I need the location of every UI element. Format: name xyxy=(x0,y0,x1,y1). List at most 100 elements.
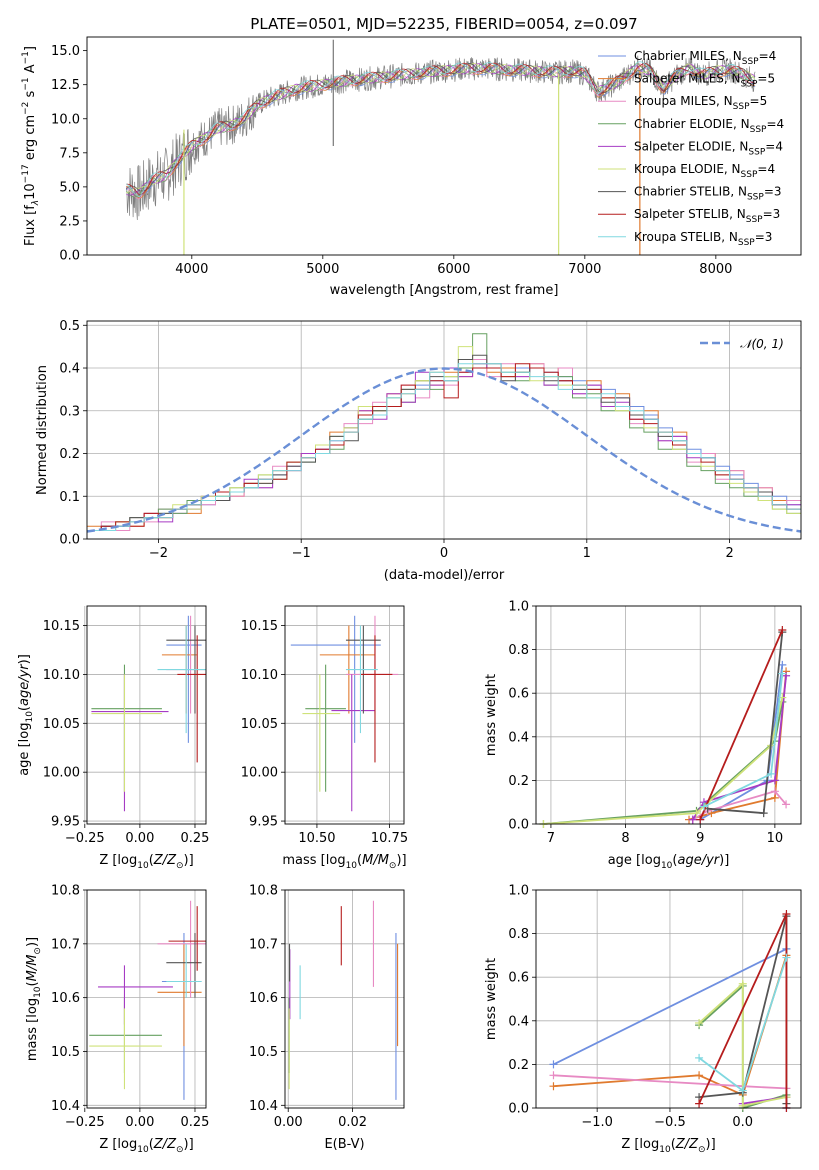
axes-frame xyxy=(86,320,802,540)
model-fit-line xyxy=(125,62,756,198)
x-tick-label: −0.25 xyxy=(65,831,105,846)
weight-point-marker xyxy=(549,1082,558,1091)
y-tick-label: 10.05 xyxy=(43,717,80,732)
model-fit-line xyxy=(126,62,756,196)
weight-point-marker xyxy=(738,1101,747,1110)
weight-point-marker xyxy=(699,802,708,811)
axes-frame xyxy=(535,605,802,825)
weight-point-marker xyxy=(738,1086,747,1095)
weight-point-marker xyxy=(782,671,791,680)
weight-point-marker xyxy=(695,1099,704,1108)
legend-label: Salpeter STELIB, NSSP=3 xyxy=(634,207,780,225)
y-tick-label: 10.00 xyxy=(43,766,80,781)
normal-distribution-curve xyxy=(86,367,802,533)
weight-point-marker xyxy=(767,769,776,778)
x-tick-label: 4000 xyxy=(175,262,208,277)
x-axis-label: Z [log10(Z/Z⊙)] xyxy=(621,1137,715,1155)
x-tick-label: 0 xyxy=(440,546,448,561)
weight-series-line xyxy=(543,701,784,825)
y-tick-label: 10.5 xyxy=(51,1045,80,1060)
x-tick-label: 7 xyxy=(547,831,555,846)
y-tick-label: 10.10 xyxy=(241,668,278,683)
x-tick-label: 10 xyxy=(767,831,784,846)
legend-label: Salpeter ELODIE, NSSP=4 xyxy=(634,139,783,157)
weight-point-marker xyxy=(696,815,705,824)
x-tick-label: 0.25 xyxy=(181,1115,210,1130)
weight-point-marker xyxy=(549,1071,558,1080)
x-tick-label: 2 xyxy=(725,546,733,561)
x-tick-label: 10.75 xyxy=(371,831,408,846)
figure-title: PLATE=0501, MJD=52235, FIBERID=0054, z=0… xyxy=(250,15,637,33)
x-tick-label: 0.00 xyxy=(125,1115,154,1130)
legend-label: Chabrier STELIB, NSSP=3 xyxy=(634,185,782,203)
y-tick-label: 12.5 xyxy=(51,78,80,93)
y-axis-label: mass weight xyxy=(484,958,499,1040)
mass-vs-extinction-panel: 0.00 0.02 10.4 10.5 10.6 10.7 10.8 E(B-V) xyxy=(249,884,405,1152)
x-axis-label: Z [log10(Z/Z⊙)] xyxy=(99,1137,193,1155)
y-tick-label: 0.3 xyxy=(59,404,80,419)
y-tick-label: 10.7 xyxy=(51,937,80,952)
x-tick-label: 5000 xyxy=(306,262,339,277)
y-axis-label: mass [log10(M/M⊙)] xyxy=(25,937,43,1061)
y-tick-label: 0.0 xyxy=(59,249,80,264)
y-tick-label: 10.8 xyxy=(51,884,80,899)
y-tick-label: 1.0 xyxy=(508,600,529,615)
x-axis-label: E(B-V) xyxy=(324,1137,364,1152)
y-tick-label: 0.6 xyxy=(508,687,529,702)
weight-series-line xyxy=(698,981,787,1107)
y-tick-label: 10.15 xyxy=(241,619,278,634)
y-tick-label: 0.2 xyxy=(508,1058,529,1073)
weight-point-marker xyxy=(695,1018,704,1027)
y-tick-label: 10.00 xyxy=(241,766,278,781)
y-tick-label: 0.5 xyxy=(59,319,80,334)
y-tick-label: 7.5 xyxy=(59,146,80,161)
y-tick-label: 10.5 xyxy=(249,1045,278,1060)
y-tick-label: 2.5 xyxy=(59,214,80,229)
x-tick-label: 0.02 xyxy=(338,1115,367,1130)
x-axis-label: Z [log10(Z/Z⊙)] xyxy=(99,853,193,871)
x-axis-label: age [log10(age/yr)] xyxy=(608,853,730,871)
y-tick-label: 10.05 xyxy=(241,717,278,732)
weight-point-marker xyxy=(770,787,779,796)
x-tick-label: 6000 xyxy=(437,262,470,277)
y-tick-label: 10.6 xyxy=(51,991,80,1006)
y-tick-label: 5.0 xyxy=(59,180,80,195)
weight-point-marker xyxy=(782,909,791,918)
weight-series-line xyxy=(699,629,784,820)
weight-vs-metallicity-panel: −1.0 −0.5 0.0 0.0 0.2 0.4 0.6 0.8 1.0 Z [log10(Z/… xyxy=(484,884,802,1155)
x-axis-label: (data-model)/error xyxy=(384,568,505,583)
weight-point-marker xyxy=(778,669,787,678)
y-axis-label: Normed distribution xyxy=(35,365,50,495)
observed-spectrum-line xyxy=(125,55,756,221)
weight-point-marker xyxy=(695,1071,704,1080)
y-tick-label: 10.8 xyxy=(249,884,278,899)
y-tick-label: 10.6 xyxy=(249,991,278,1006)
y-axis-label: age [log10(age/yr)] xyxy=(17,654,35,776)
y-axis-label: mass weight xyxy=(484,674,499,756)
residual-histogram-panel: −2 −1 0 1 2 0.0 0.1 0.2 0.3 0.4 0.5 𝒩(0, 1) (data-mo… xyxy=(35,319,802,583)
legend-label: Chabrier MILES, NSSP=4 xyxy=(634,49,776,67)
axes-frame xyxy=(86,605,207,825)
histogram-step-line xyxy=(87,363,801,531)
y-tick-label: 0.0 xyxy=(508,818,529,833)
weight-point-marker xyxy=(692,809,701,818)
axes-frame xyxy=(535,889,802,1109)
spectrum-panel: 4000 5000 6000 7000 8000 0.0 2.5 5.0 7.5 10.0 12.5… xyxy=(21,36,802,298)
x-axis-label: wavelength [Angstrom, rest frame] xyxy=(330,283,559,298)
x-tick-label: 0.00 xyxy=(274,1115,303,1130)
axes-frame xyxy=(86,36,802,256)
y-tick-label: 0.0 xyxy=(508,1102,529,1117)
y-tick-label: 0.8 xyxy=(508,927,529,942)
weight-point-marker xyxy=(688,815,697,824)
weight-point-marker xyxy=(738,979,747,988)
y-tick-label: 0.4 xyxy=(508,1014,529,1029)
weight-point-marker xyxy=(778,625,787,634)
x-tick-label: 9 xyxy=(696,831,704,846)
weight-point-marker xyxy=(549,1060,558,1069)
weight-vs-age-panel: 7 8 9 10 0.0 0.2 0.4 0.6 0.8 1.0 age [log10(age/yr… xyxy=(484,600,802,871)
axes-frame xyxy=(284,605,405,825)
y-tick-label: 10.10 xyxy=(43,668,80,683)
legend-label: Kroupa ELODIE, NSSP=4 xyxy=(634,162,775,180)
y-tick-label: 10.7 xyxy=(249,937,278,952)
x-tick-label: 7000 xyxy=(568,262,601,277)
